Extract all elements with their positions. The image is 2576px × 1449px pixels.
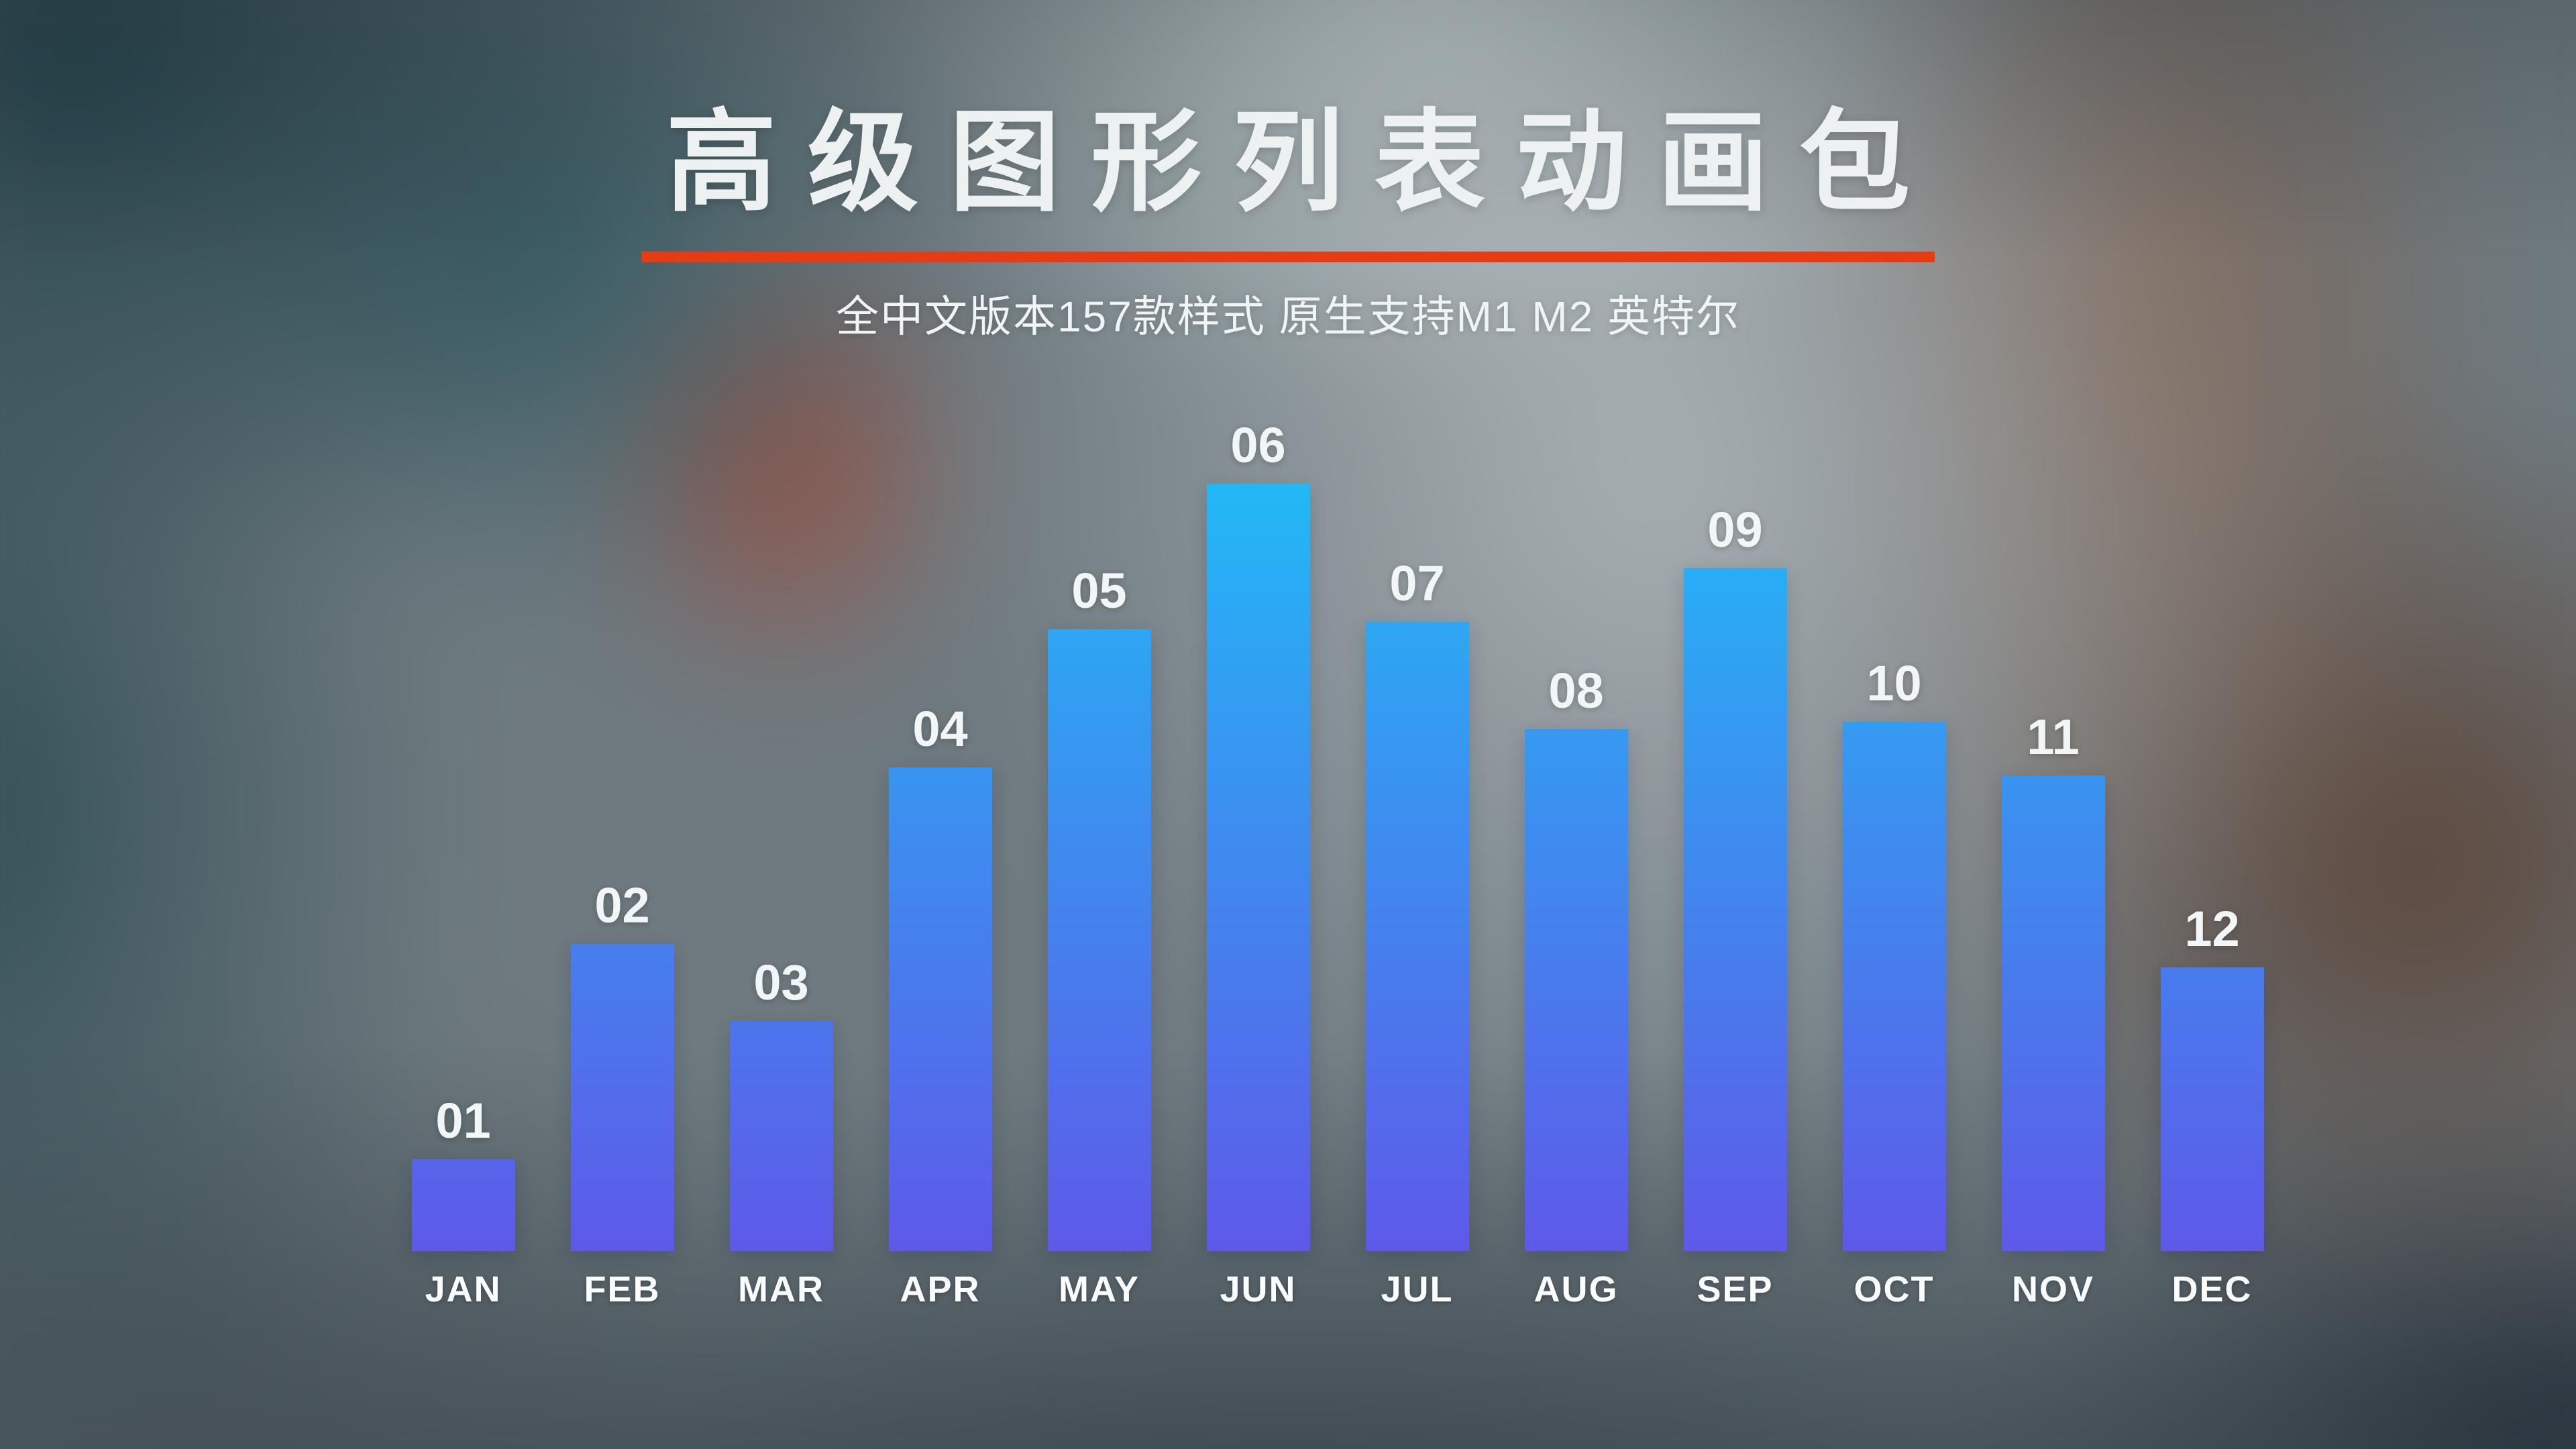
bar-value-label: 05 (1071, 566, 1126, 616)
bar-group: 09 (1656, 505, 1815, 1251)
bar-category-label: MAR (702, 1271, 861, 1307)
bar-category-label: APR (861, 1271, 1020, 1307)
bar (730, 1021, 833, 1251)
bar-category-label: JUL (1338, 1271, 1497, 1307)
category-axis: JAN FEB MAR APR MAY JUN JUL AUG SEP OCT NOV DEC (384, 1271, 2292, 1307)
bar-group: 01 (384, 1096, 543, 1251)
bar-value-label: 02 (594, 881, 649, 930)
bar-category-label: AUG (1497, 1271, 1656, 1307)
header: 高级图形列表动画包 全中文版本157款样式 原生支持M1 M2 英特尔 (483, 107, 2093, 344)
bar-group: 03 (702, 958, 861, 1251)
bar-value-label: 07 (1389, 559, 1444, 608)
bar-category-label: FEB (543, 1271, 702, 1307)
bar-value-label: 12 (2184, 904, 2239, 954)
bar-group: 04 (861, 704, 1020, 1251)
bar-group: 07 (1338, 559, 1497, 1251)
bar-category-label: MAY (1020, 1271, 1179, 1307)
bar-category-label: OCT (1815, 1271, 1974, 1307)
bar (571, 944, 674, 1251)
bar (1525, 729, 1628, 1251)
title-underline (641, 252, 1935, 262)
bar-value-label: 10 (1866, 659, 1921, 708)
bar-value-label: 03 (753, 958, 808, 1008)
bar-chart: 01 02 03 04 05 06 07 08 09 10 11 12 (384, 421, 2292, 1251)
page-subtitle: 全中文版本157款样式 原生支持M1 M2 英特尔 (483, 282, 2093, 344)
bar (1048, 629, 1151, 1251)
bar-group: 10 (1815, 659, 1974, 1251)
bar-value-label: 11 (2027, 712, 2079, 762)
bar-category-label: DEC (2133, 1271, 2292, 1307)
bar-value-label: 06 (1230, 421, 1285, 470)
page-title: 高级图形列表动画包 (483, 107, 2093, 218)
bar (889, 767, 992, 1251)
bar-group: 06 (1179, 421, 1338, 1251)
bar-value-label: 08 (1548, 666, 1603, 716)
bar-group: 02 (543, 881, 702, 1251)
bar-category-label: JUN (1179, 1271, 1338, 1307)
bar-value-label: 01 (435, 1096, 490, 1146)
bar (2002, 775, 2105, 1251)
bar (2161, 967, 2264, 1251)
bar-group: 11 (1974, 712, 2133, 1251)
bar (1843, 722, 1946, 1251)
bar-category-label: SEP (1656, 1271, 1815, 1307)
bar-category-label: JAN (384, 1271, 543, 1307)
bar-value-label: 09 (1707, 505, 1762, 555)
bar (1684, 568, 1787, 1251)
bar (1207, 484, 1310, 1251)
bar-group: 08 (1497, 666, 1656, 1251)
bar (412, 1159, 515, 1251)
slide: 高级图形列表动画包 全中文版本157款样式 原生支持M1 M2 英特尔 01 02… (0, 0, 2576, 1449)
bar-value-label: 04 (912, 704, 967, 754)
bar-category-label: NOV (1974, 1271, 2133, 1307)
bar-group: 05 (1020, 566, 1179, 1251)
bar-group: 12 (2133, 904, 2292, 1251)
bar (1366, 622, 1469, 1251)
